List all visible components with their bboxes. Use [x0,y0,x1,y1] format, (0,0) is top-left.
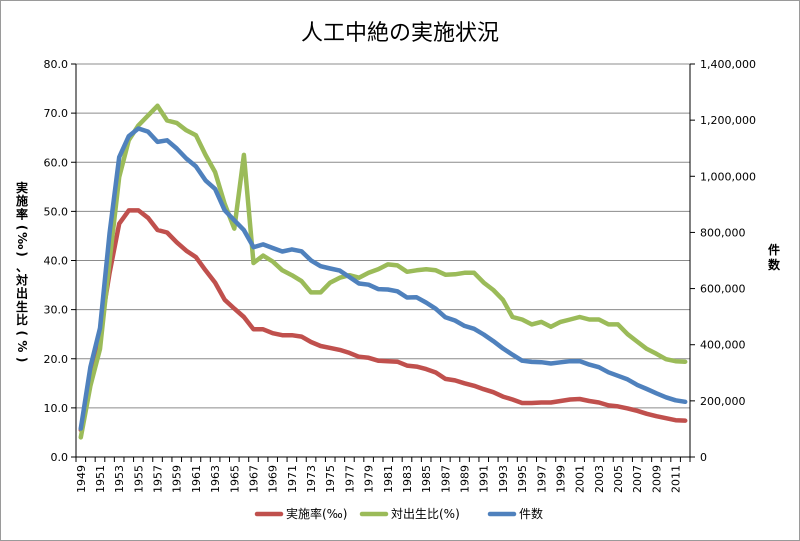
y-axis-label-char: 率 [16,206,28,221]
x-tick-label: 1949 [75,465,88,493]
left-tick-label: 80.0 [44,58,69,71]
y-axis-label-char: 比 [16,312,28,327]
x-tick-label: 1951 [94,465,107,493]
left-tick-label: 70.0 [44,107,69,120]
right-tick-label: 1,400,000 [700,58,756,71]
right-tick-label: 0 [700,451,707,464]
x-tick-label: 2009 [650,465,663,493]
left-tick-label: 30.0 [44,304,69,317]
legend-label: 対出生比(%) [391,507,460,521]
legend: 実施率(‰) 対出生比(%) 件数 [254,506,543,521]
x-tick-label: 1965 [228,465,241,493]
left-tick-label: 40.0 [44,255,69,268]
x-tick-label: 1955 [132,465,145,493]
x-tick-label: 2005 [612,465,625,493]
x-tick-label: 2001 [574,465,587,493]
x-tick-label: 1959 [171,465,184,493]
x-tick-label: 1963 [209,465,222,493]
x-tick-labels: 1949 1951 1953 1955 1957 1959 1961 1963 1965 1967… [75,465,683,493]
x-tick-label: 1985 [420,465,433,493]
x-tick-label: 2003 [593,465,606,493]
y-axis-label-char: 施 [16,193,28,208]
x-tick-label: 1995 [516,465,529,493]
y-axis-label-char: 、 [16,260,28,274]
x-tick-label: 1993 [497,465,510,493]
y-axis-label-char: 対 [15,272,28,287]
series-lines [78,103,688,440]
y-axis-label-char: ( [15,225,29,230]
series-line [78,103,688,440]
x-tick-label: 1999 [554,465,567,493]
right-tick-label: 600,000 [700,283,746,296]
x-tick-label: 1989 [459,465,472,493]
series-line [78,208,688,433]
y-axis-label-char: ( [15,330,29,335]
x-tick-label: 1981 [382,465,395,493]
y-axis-label-char: 実 [16,180,28,195]
y-axis-label-char: 生 [16,299,28,314]
y-axis-right-label-char: 数 [768,257,781,272]
x-tick-label: 1967 [247,465,260,493]
y-axis-label-char: ‰ [15,232,29,249]
x-tick-label: 1969 [267,465,280,493]
x-tick-label: 1997 [535,465,548,493]
left-tick-labels: 0.0 10.0 20.0 30.0 40.0 50.0 60.0 70.0 80.0 [44,58,69,464]
axes [71,63,695,462]
y-axis-label-char: % [15,340,29,352]
x-tick-label: 1987 [439,465,452,493]
y-axis-label-char: ) [15,357,29,362]
chart-title: 人工中絶の実施状況 [301,21,499,46]
left-tick-label: 50.0 [44,205,69,218]
right-tick-label: 1,200,000 [700,114,756,127]
y-axis-label-char: ) [15,251,29,256]
x-tick-label: 1971 [286,465,299,493]
right-tick-label: 1,000,000 [700,170,756,183]
x-tick-label: 1983 [401,465,414,493]
right-tick-labels: 0 200,000 400,000 600,000 800,000 1,000,000 1,… [700,58,756,464]
x-tick-label: 1961 [190,465,203,493]
right-tick-label: 800,000 [700,226,746,239]
x-tick-label: 1973 [305,465,318,493]
x-tick-label: 1991 [478,465,491,493]
x-tick-label: 2011 [670,465,683,493]
x-tick-label: 1979 [363,465,376,493]
x-tick-label: 1975 [324,465,337,493]
legend-label: 実施率(‰) [286,506,347,521]
left-tick-label: 20.0 [44,353,69,366]
left-tick-label: 10.0 [44,402,69,415]
x-tick-label: 1957 [152,465,165,493]
x-tick-label: 1977 [343,465,356,493]
left-tick-label: 0.0 [51,451,69,464]
y-axis-label-right: 件数 [768,242,781,272]
y-axis-label-char: 出 [16,286,28,301]
y-axis-right-label-char: 件 [768,242,780,257]
x-tick-label: 2007 [631,465,644,493]
right-tick-label: 200,000 [700,395,746,408]
right-tick-label: 400,000 [700,339,746,352]
x-tick-label: 1953 [113,465,126,493]
y-axis-label-left: 実施率 ( ‰) 、対出生比 (%) [15,180,29,362]
series-line [78,126,688,431]
left-tick-label: 60.0 [44,156,69,169]
legend-label: 件数 [519,506,543,521]
